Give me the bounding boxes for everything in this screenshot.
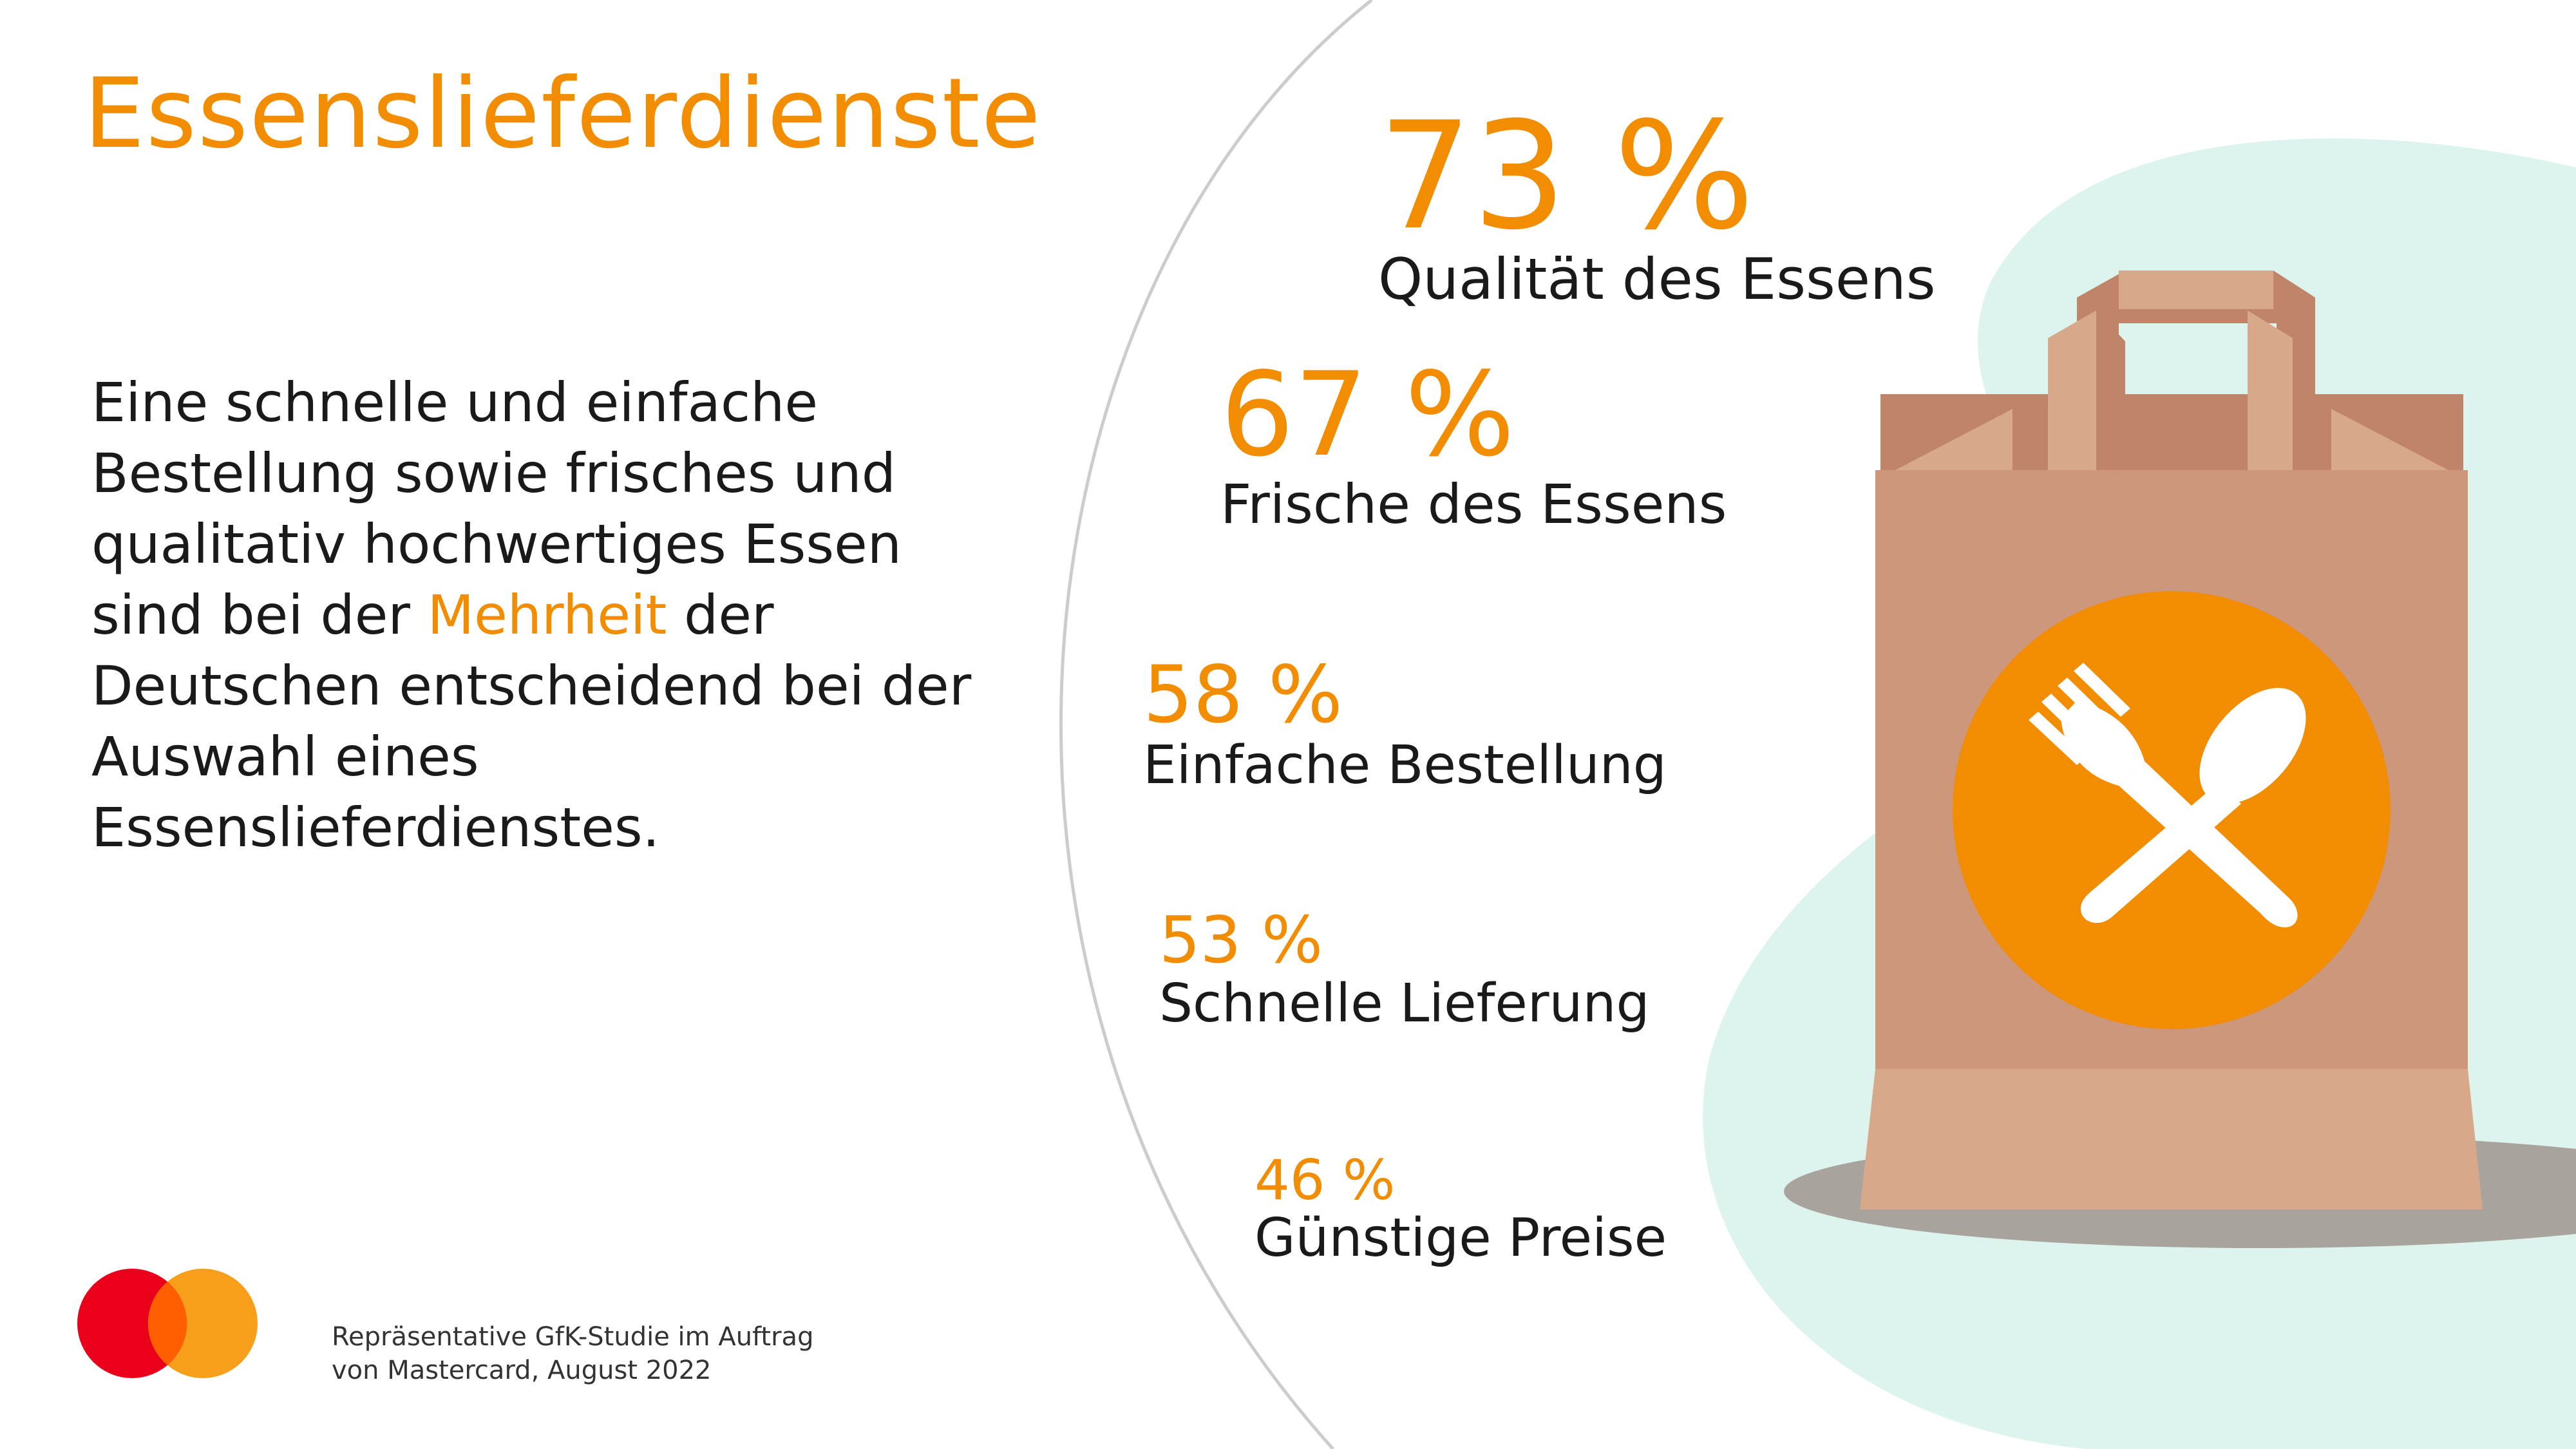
stat-value: 67 % xyxy=(1220,348,1515,482)
page-title: Essenslieferdienste xyxy=(84,58,1042,170)
stat-value: 53 % xyxy=(1159,902,1323,978)
mastercard-logo xyxy=(77,1269,258,1378)
intro-highlight: Mehrheit xyxy=(427,583,667,647)
stat-label: Qualität des Essens xyxy=(1378,246,1936,312)
stat-label: Günstige Preise xyxy=(1255,1208,1667,1269)
intro-text-after: der Deutschen entscheidend bei der Auswa… xyxy=(91,583,972,859)
stat-freshness: 67 % Frische des Essens xyxy=(1220,348,1727,536)
stat-label: Schnelle Lieferung xyxy=(1159,973,1650,1034)
source-line-1: Repräsentative GfK-Studie im Auftrag xyxy=(332,1322,814,1352)
stat-value: 58 % xyxy=(1143,649,1343,741)
source-line-2: von Mastercard, August 2022 xyxy=(332,1356,712,1385)
intro-text-before: Eine schnelle und einfache Bestellung so… xyxy=(91,371,902,647)
stat-value: 73 % xyxy=(1378,91,1755,263)
stat-label: Frische des Essens xyxy=(1220,473,1727,536)
stat-easy-ordering: 58 % Einfache Bestellung xyxy=(1143,656,1667,795)
stat-label: Einfache Bestellung xyxy=(1143,735,1667,796)
stat-quality: 73 % Qualität des Essens xyxy=(1378,103,1936,311)
source-note: Repräsentative GfK-Studie im Auftrag von … xyxy=(332,1320,813,1387)
fork-shape xyxy=(2029,663,2298,927)
intro-paragraph: Eine schnelle und einfache Bestellung so… xyxy=(91,367,1025,863)
stat-low-prices: 46 % Günstige Preise xyxy=(1255,1153,1667,1267)
stat-fast-delivery: 53 % Schnelle Lieferung xyxy=(1159,908,1650,1033)
logo-overlap xyxy=(147,1282,187,1365)
spoon-shape xyxy=(2080,688,2306,923)
divider-arc xyxy=(1059,0,1373,1449)
stat-value: 46 % xyxy=(1255,1148,1396,1213)
